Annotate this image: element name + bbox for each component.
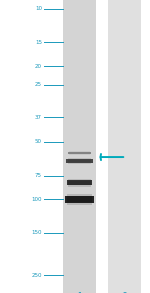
Bar	[68, 181, 91, 185]
Bar	[66, 159, 93, 163]
Text: 1: 1	[77, 292, 82, 293]
Bar	[67, 180, 92, 185]
Text: 150: 150	[32, 230, 42, 235]
Text: 50: 50	[35, 139, 42, 144]
Bar	[69, 151, 90, 155]
Text: 20: 20	[35, 64, 42, 69]
Text: 25: 25	[35, 82, 42, 87]
Bar	[108, 0, 141, 293]
Bar	[68, 179, 91, 187]
Text: 250: 250	[32, 273, 42, 278]
Bar	[67, 194, 92, 205]
Text: 2: 2	[122, 292, 127, 293]
Bar	[69, 152, 90, 154]
Bar	[65, 196, 94, 203]
Bar	[67, 196, 92, 202]
Bar	[68, 160, 91, 162]
Text: 15: 15	[35, 40, 42, 45]
Text: 10: 10	[35, 6, 42, 11]
Text: 100: 100	[32, 197, 42, 202]
Bar	[68, 159, 91, 164]
Bar	[68, 152, 91, 154]
Bar	[63, 0, 96, 293]
Text: 37: 37	[35, 115, 42, 120]
Text: 75: 75	[35, 173, 42, 178]
